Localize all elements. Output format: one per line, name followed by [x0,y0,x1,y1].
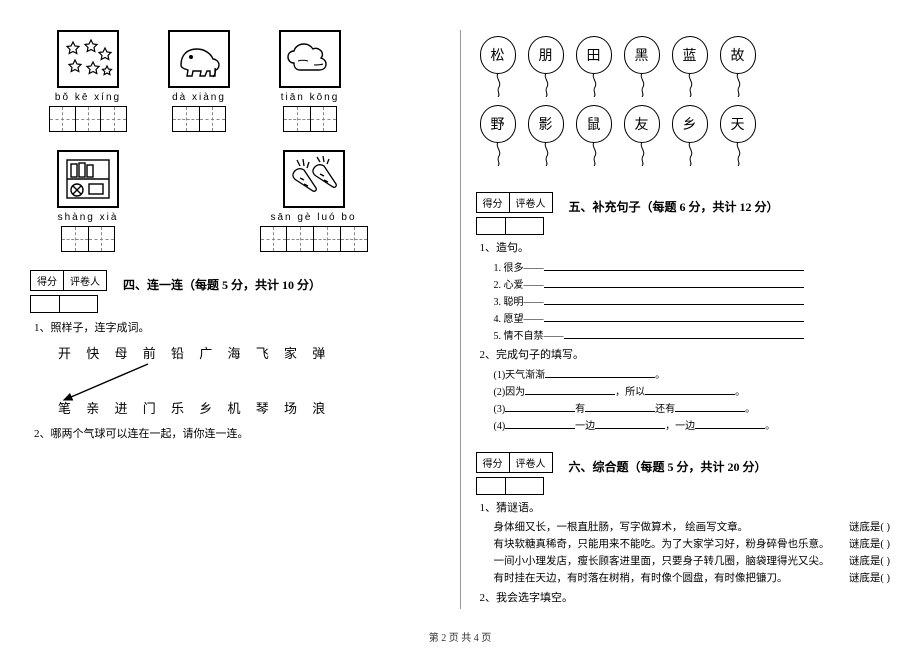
char-grid[interactable] [283,106,337,132]
char-line-1: 开 快 母 前 铅 广 海 飞 家 弹 [58,343,445,362]
page-footer: 第 2 页 共 4 页 [0,629,920,644]
sentence-line[interactable]: 4. 愿望—— [494,310,891,325]
item-stars: bǒ kē xíng [45,30,131,132]
pinyin-row-1: bǒ kē xíng dà xiàng tiān kōng [45,30,445,132]
string-icon [540,142,552,166]
q5-2: 2、完成句子的填写。 [480,346,891,362]
balloon-row-2: 野 影 鼠 友 乡 天 [480,105,891,166]
item-elephant: dà xiàng [156,30,242,132]
char-grid[interactable] [260,226,368,252]
balloon[interactable]: 朋 [528,36,564,97]
cloud-icon [279,30,341,88]
string-icon [636,142,648,166]
balloon[interactable]: 田 [576,36,612,97]
section-6-header: 得分 评卷人 六、综合题（每题 5 分，共计 20 分） [476,434,891,477]
section-5-header: 得分 评卷人 五、补充句子（每题 6 分，共计 12 分） [476,174,891,217]
sentence-line[interactable]: 2. 心爱—— [494,276,891,291]
right-column: 松 朋 田 黑 蓝 故 野 影 鼠 友 乡 天 得分 评卷人 五、补充句子（每题… [476,30,891,609]
char-grid[interactable] [172,106,226,132]
column-divider [460,30,461,609]
fill-line[interactable]: (3)有还有。 [494,400,891,415]
balloon-row-1: 松 朋 田 黑 蓝 故 [480,36,891,97]
grader-label: 评卷人 [510,192,553,213]
string-icon [636,73,648,97]
score-label: 得分 [30,270,64,291]
elephant-icon [168,30,230,88]
fill-line[interactable]: (4)一边，一边。 [494,417,891,432]
score-box: 得分 评卷人 [476,192,553,213]
section-5-title: 五、补充句子（每题 6 分，共计 12 分） [569,198,779,215]
balloon[interactable]: 天 [720,105,756,166]
score-label: 得分 [476,452,510,473]
section-4-header: 得分 评卷人 四、连一连（每题 5 分，共计 10 分） [30,252,445,295]
riddle-line: 有块软糖真稀奇，只能用来不能吃。为了大家学习好，粉身碎骨也乐意。谜底是( ) [494,536,891,551]
section-6-title: 六、综合题（每题 5 分，共计 20 分） [569,458,767,475]
pinyin-label: sān gè luó bo [256,212,371,223]
string-icon [732,142,744,166]
sentence-line[interactable]: 3. 聪明—— [494,293,891,308]
q4-2: 2、哪两个气球可以连在一起，请你连一连。 [34,425,445,441]
riddle-line: 身体细又长，一根直肚肠，写字做算术， 绘画写文章。谜底是( ) [494,519,891,534]
balloon[interactable]: 鼠 [576,105,612,166]
q6-2: 2、我会选字填空。 [480,589,891,605]
score-box: 得分 评卷人 [30,270,107,291]
balloon[interactable]: 松 [480,36,516,97]
score-entry[interactable] [476,217,891,235]
left-column: bǒ kē xíng dà xiàng tiān kōng [30,30,445,609]
char-grid[interactable] [49,106,127,132]
score-box: 得分 评卷人 [476,452,553,473]
riddle-line: 有时挂在天边，有时落在树梢，有时像个圆盘，有时像把镰刀。谜底是( ) [494,570,891,585]
riddle-line: 一间小小理发店，瘦长顾客进里面，只要身子转几圈，脑袋理得光又尖。谜底是( ) [494,553,891,568]
grader-label: 评卷人 [64,270,107,291]
connect-arrow [58,370,445,404]
string-icon [588,142,600,166]
balloon[interactable]: 野 [480,105,516,166]
string-icon [492,142,504,166]
balloon[interactable]: 蓝 [672,36,708,97]
string-icon [732,73,744,97]
pinyin-label: bǒ kē xíng [45,92,131,103]
char-grid[interactable] [61,226,115,252]
fill-line[interactable]: (2)因为，所以。 [494,383,891,398]
section-4-title: 四、连一连（每题 5 分，共计 10 分） [123,276,321,293]
balloon[interactable]: 乡 [672,105,708,166]
string-icon [492,73,504,97]
balloon[interactable]: 故 [720,36,756,97]
item-cloud: tiān kōng [267,30,353,132]
balloon[interactable]: 黑 [624,36,660,97]
q4-1: 1、照样子，连字成词。 [34,319,445,335]
string-icon [684,142,696,166]
balloon[interactable]: 影 [528,105,564,166]
string-icon [540,73,552,97]
item-carrot: sān gè luó bo [256,150,371,252]
stars-icon [57,30,119,88]
string-icon [684,73,696,97]
pinyin-row-2: shàng xià sān gè luó bo [45,150,445,252]
string-icon [588,73,600,97]
balloon[interactable]: 友 [624,105,660,166]
sentence-line[interactable]: 1. 很多—— [494,259,891,274]
score-entry[interactable] [30,295,445,313]
pinyin-label: tiān kōng [267,92,353,103]
score-label: 得分 [476,192,510,213]
sentence-line[interactable]: 5. 情不自禁—— [494,327,891,342]
pinyin-label: shàng xià [45,212,131,223]
carrot-icon [283,150,345,208]
grader-label: 评卷人 [510,452,553,473]
score-entry[interactable] [476,477,891,495]
pinyin-label: dà xiàng [156,92,242,103]
shelf-icon [57,150,119,208]
q5-1: 1、造句。 [480,239,891,255]
fill-line[interactable]: (1)天气渐渐。 [494,366,891,381]
q6-1: 1、猜谜语。 [480,499,891,515]
item-shelf: shàng xià [45,150,131,252]
